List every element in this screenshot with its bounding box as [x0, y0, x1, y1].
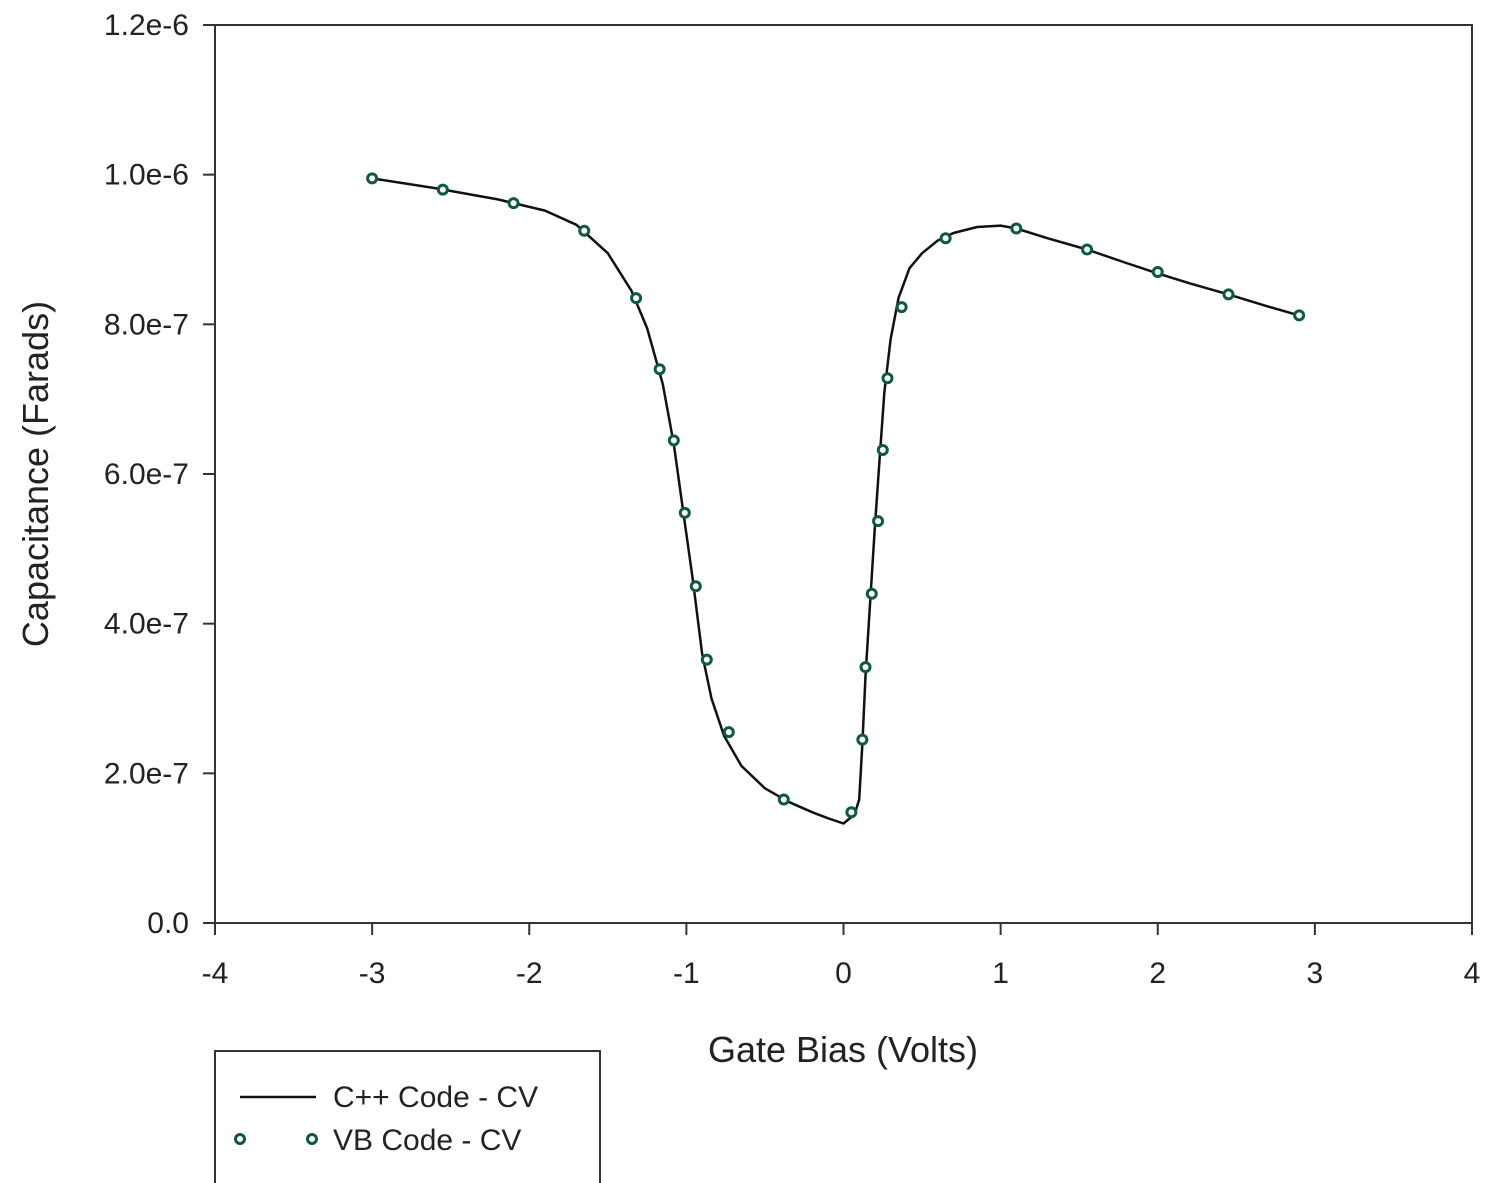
data-point-vb-code-cv — [895, 301, 908, 314]
data-point-vb-code-cv — [845, 806, 858, 819]
data-point-vb-code-cv — [700, 653, 713, 666]
series-layer — [366, 172, 1306, 825]
legend: C++ Code - CV VB Code - CV — [214, 1050, 601, 1183]
x-tick-label: -1 — [673, 957, 700, 990]
data-point-vb-code-cv — [578, 224, 591, 237]
data-point-vb-code-cv — [436, 183, 449, 196]
data-point-vb-code-cv — [1293, 309, 1306, 322]
plot-frame — [214, 24, 1473, 924]
y-tick-label: 4.0e-7 — [104, 608, 189, 641]
data-point-vb-code-cv — [653, 363, 666, 376]
y-axis: 0.0 2.0e-7 4.0e-7 6.0e-7 8.0e-7 1.0e-6 1.2e-6 — [104, 9, 215, 940]
data-point-vb-code-cv — [872, 515, 885, 528]
data-point-vb-code-cv — [939, 232, 952, 245]
x-tick-label: 3 — [1307, 957, 1324, 990]
y-tick-label: 0.0 — [147, 907, 189, 940]
data-point-vb-code-cv — [876, 444, 889, 457]
data-point-vb-code-cv — [856, 733, 869, 746]
data-point-vb-code-cv — [667, 434, 680, 447]
data-point-vb-code-cv — [722, 726, 735, 739]
x-tick-label: 1 — [992, 957, 1009, 990]
y-tick-label: 6.0e-7 — [104, 458, 189, 491]
legend-marker-swatch-right — [306, 1133, 318, 1145]
y-tick-label: 8.0e-7 — [104, 308, 189, 341]
data-point-vb-code-cv — [865, 587, 878, 600]
x-tick-label: 2 — [1149, 957, 1166, 990]
legend-label-cpp: C++ Code - CV — [333, 1081, 538, 1114]
x-tick-label: 4 — [1464, 957, 1481, 990]
data-point-vb-code-cv — [881, 372, 894, 385]
data-point-vb-code-cv — [366, 172, 379, 185]
data-point-vb-code-cv — [777, 793, 790, 806]
legend-box — [214, 1050, 601, 1183]
x-axis-title: Gate Bias (Volts) — [708, 1029, 978, 1070]
y-tick-label: 1.0e-6 — [104, 159, 189, 192]
x-axis: -4 -3 -2 -1 0 1 2 3 4 — [202, 923, 1481, 990]
data-point-vb-code-cv — [1222, 288, 1235, 301]
x-tick-label: -2 — [516, 957, 543, 990]
y-tick-label: 1.2e-6 — [104, 9, 189, 42]
data-point-vb-code-cv — [859, 661, 872, 674]
y-axis-title: Capacitance (Farads) — [15, 301, 56, 647]
data-point-vb-code-cv — [1081, 243, 1094, 256]
data-point-vb-code-cv — [689, 580, 702, 593]
x-tick-label: 0 — [835, 957, 852, 990]
data-point-vb-code-cv — [678, 506, 691, 519]
legend-marker-swatch-left — [234, 1133, 246, 1145]
x-tick-label: -3 — [359, 957, 386, 990]
legend-label-vb: VB Code - CV — [333, 1124, 521, 1157]
data-point-vb-code-cv — [507, 197, 520, 210]
data-point-vb-code-cv — [630, 292, 643, 305]
data-point-vb-code-cv — [1010, 222, 1023, 235]
x-tick-label: -4 — [202, 957, 229, 990]
series-line-cpp-code-cv — [371, 177, 1300, 825]
data-point-vb-code-cv — [1151, 265, 1164, 278]
y-tick-label: 2.0e-7 — [104, 757, 189, 790]
